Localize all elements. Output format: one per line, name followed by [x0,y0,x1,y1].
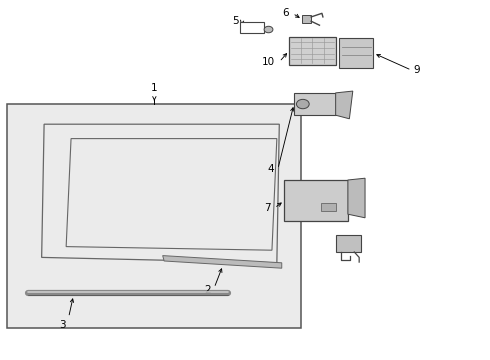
Text: 2: 2 [204,285,211,295]
Bar [240,22,264,33]
Text: 1: 1 [151,83,158,93]
Bar [302,15,311,23]
Polygon shape [336,91,353,119]
Polygon shape [163,256,282,268]
Text: 6: 6 [282,8,289,18]
Text: 10: 10 [262,57,275,67]
Bar [289,37,336,65]
Circle shape [296,99,309,109]
Text: 8: 8 [345,242,352,252]
Text: 5: 5 [232,16,239,26]
Polygon shape [348,178,365,218]
Bar [321,203,336,211]
Text: 4: 4 [268,164,274,174]
Bar [294,93,336,115]
Bar [284,180,348,221]
Text: 3: 3 [59,320,66,330]
Bar [7,104,301,328]
Text: 9: 9 [413,65,420,75]
Circle shape [264,26,273,33]
Bar [339,38,373,68]
Text: 7: 7 [264,203,270,213]
Bar [336,235,361,252]
